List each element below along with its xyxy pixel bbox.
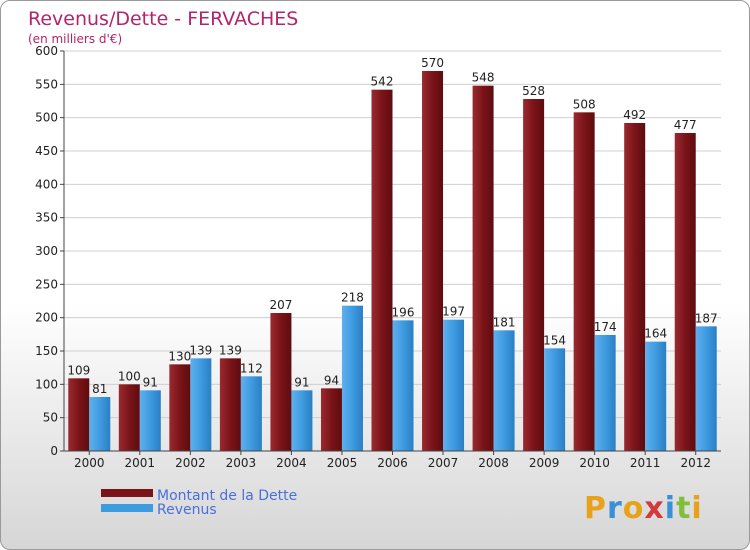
bar-dette (422, 71, 444, 451)
data-label: 196 (392, 305, 415, 319)
x-axis-ticks: 2000 2001 2002 2003 2004 2005 2006 2007 2008 2009… (74, 451, 711, 470)
y-tick-label: 300 (35, 244, 58, 258)
bar-dette (270, 313, 292, 451)
legend-swatch-revenus (101, 504, 153, 512)
logo-letter: i (691, 491, 702, 526)
bar-revenus (89, 397, 111, 451)
data-label: 164 (644, 327, 667, 341)
data-label: 492 (623, 108, 646, 122)
logo-letter: P (584, 491, 607, 526)
y-tick-label: 100 (35, 377, 58, 391)
bar-revenus (493, 330, 515, 451)
y-tick-label: 150 (35, 344, 58, 358)
data-label: 174 (594, 320, 617, 334)
x-tick-label: 2009 (529, 456, 560, 470)
logo-letter: o (623, 491, 645, 526)
bar-dette (68, 378, 90, 451)
bar-revenus (594, 335, 616, 451)
y-tick-label: 250 (35, 277, 58, 291)
y-tick-label: 550 (35, 77, 58, 91)
bar-dette (118, 384, 140, 451)
bar-dette (219, 358, 241, 451)
x-tick-label: 2011 (630, 456, 661, 470)
bar-dette (674, 133, 696, 451)
data-label: 197 (442, 305, 465, 319)
logo-letter: r (607, 491, 623, 526)
y-tick-label: 400 (35, 177, 58, 191)
data-label: 542 (371, 75, 394, 89)
data-label: 130 (168, 349, 191, 363)
data-label: 154 (543, 333, 566, 347)
data-label: 207 (269, 298, 292, 312)
data-label: 109 (67, 363, 90, 377)
x-tick-label: 2007 (428, 456, 459, 470)
x-tick-label: 2006 (377, 456, 408, 470)
data-label: 91 (294, 375, 309, 389)
data-label: 81 (92, 382, 107, 396)
x-tick-label: 2000 (74, 456, 105, 470)
bar-dette (169, 364, 191, 451)
bar-revenus (544, 348, 566, 451)
bar-revenus (645, 341, 667, 451)
chart-subtitle: (en milliers d'€) (28, 32, 122, 46)
bar-dette (523, 99, 545, 451)
bar-revenus (443, 319, 465, 451)
data-label: 187 (695, 311, 718, 325)
y-tick-label: 200 (35, 311, 58, 325)
x-tick-label: 2008 (478, 456, 509, 470)
legend: Montant de la Dette Revenus (101, 488, 297, 518)
bar-dette (320, 388, 342, 451)
legend-swatch-debt (101, 489, 153, 497)
data-label: 100 (118, 369, 141, 383)
data-label: 91 (143, 375, 158, 389)
bar-dette (472, 85, 494, 452)
data-label: 139 (189, 343, 212, 357)
bar-revenus (139, 390, 161, 451)
x-tick-label: 2003 (226, 456, 257, 470)
logo-letter: t (676, 491, 691, 526)
chart-title: Revenus/Dette - FERVACHES (28, 8, 298, 30)
data-label: 218 (341, 291, 364, 305)
bar-revenus (190, 358, 212, 451)
y-tick-label: 50 (43, 411, 58, 425)
x-tick-label: 2012 (680, 456, 711, 470)
proxiti-logo: Proxiti (584, 491, 703, 526)
y-tick-label: 500 (35, 111, 58, 125)
bar-dette (624, 123, 646, 451)
logo-letter: x (644, 491, 664, 526)
data-label: 508 (573, 97, 596, 111)
x-tick-label: 2004 (276, 456, 307, 470)
bar-revenus (240, 376, 262, 451)
legend-label-debt: Montant de la Dette (157, 488, 297, 504)
data-label: 94 (324, 373, 339, 387)
x-tick-label: 2001 (125, 456, 156, 470)
logo-text: Proxiti (584, 491, 703, 526)
y-tick-label: 350 (35, 211, 58, 225)
data-label: 477 (674, 118, 697, 132)
legend-label-revenus: Revenus (157, 502, 217, 518)
bar-revenus (341, 305, 363, 451)
data-label: 112 (240, 361, 263, 375)
logo-letter: i (665, 491, 676, 526)
data-label: 528 (522, 84, 545, 98)
bar-revenus (392, 320, 414, 451)
y-axis-ticks: 0 50 100 150 200 250 300 350 400 450 500 550 600 (35, 44, 64, 458)
bar-dette (371, 89, 393, 452)
bar-revenus (695, 326, 717, 451)
data-label: 181 (493, 315, 516, 329)
bar-dette (573, 112, 595, 451)
y-tick-label: 450 (35, 144, 58, 158)
y-tick-label: 600 (35, 44, 58, 58)
bar-revenus (291, 390, 313, 451)
x-tick-label: 2002 (175, 456, 206, 470)
x-tick-label: 2010 (579, 456, 610, 470)
x-tick-label: 2005 (327, 456, 358, 470)
data-label: 570 (421, 56, 444, 70)
data-label: 139 (219, 343, 242, 357)
data-label: 548 (472, 71, 495, 85)
y-tick-label: 0 (50, 444, 58, 458)
